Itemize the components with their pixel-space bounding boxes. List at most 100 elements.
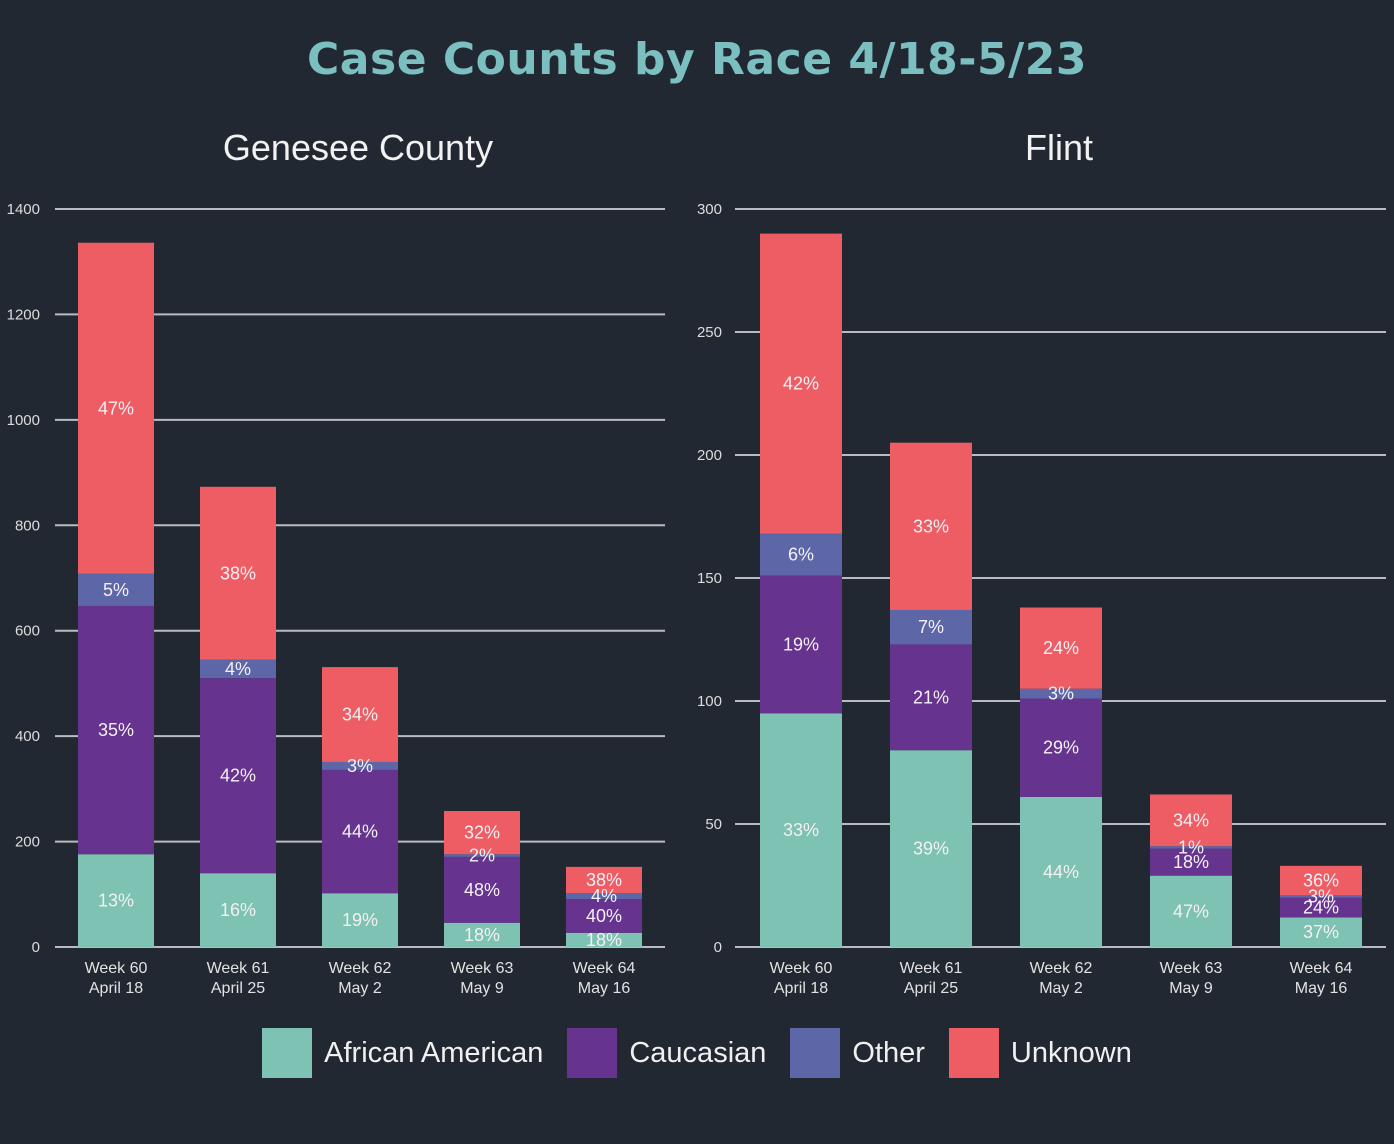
x-tick-label: April 18 <box>89 980 143 997</box>
bar-segment-other <box>200 659 276 679</box>
data-label-other: 3% <box>347 756 373 776</box>
bar-segment-unknown <box>760 233 842 534</box>
legend-label: Other <box>852 1036 925 1069</box>
chart-title: Flint <box>1025 127 1093 168</box>
x-tick-label: May 9 <box>1169 980 1213 997</box>
data-label-unknown: 38% <box>586 870 622 890</box>
data-label-unknown: 47% <box>98 398 134 418</box>
bar-segment-african-american <box>444 922 520 947</box>
data-label-caucasian: 42% <box>220 766 256 786</box>
bar-stack: 44% 29% 3% 24% <box>1020 607 1102 947</box>
bar-stack: 39% 21% 7% 33% <box>890 442 972 947</box>
bar-stack: 18% 40%4%38% <box>566 866 642 950</box>
data-label-african-american: 39% <box>913 839 949 859</box>
data-label-african-american: 16% <box>220 900 256 920</box>
bar-segment-caucasian <box>1280 897 1362 918</box>
y-tick-label: 0 <box>32 939 40 956</box>
y-tick-label: 1400 <box>7 201 40 218</box>
x-tick-label: Week 64 <box>1290 960 1353 977</box>
data-label-other: 7% <box>918 617 944 637</box>
data-label-unknown: 24% <box>1043 638 1079 658</box>
bar-segment-other <box>760 533 842 576</box>
data-label-caucasian: 21% <box>913 687 949 707</box>
data-label-african-american: 18% <box>464 925 500 945</box>
y-tick-label: 1000 <box>7 412 40 429</box>
bar-segment-unknown <box>200 486 276 660</box>
data-label-other: 3% <box>1308 887 1334 907</box>
chart-title: Genesee County <box>223 127 493 168</box>
bar-segment-african-american <box>78 854 154 947</box>
bar-stack: 33% 19% 6% 42% <box>760 233 842 947</box>
data-label-caucasian: 48% <box>464 880 500 900</box>
x-tick-label: Week 60 <box>770 960 833 977</box>
bar-stack: 18% 48% 2% 32% <box>444 810 520 947</box>
bar-segment-other <box>1150 846 1232 849</box>
data-label-unknown: 32% <box>464 823 500 843</box>
bar-segment-unknown <box>444 810 520 855</box>
y-tick-label: 0 <box>714 939 722 956</box>
y-tick-label: 1200 <box>7 306 40 323</box>
x-tick-label: May 9 <box>460 980 504 997</box>
bar-segment-african-american <box>322 893 398 947</box>
bar-segment-unknown <box>566 866 642 894</box>
bar-segment-unknown <box>78 242 154 574</box>
bar-segment-caucasian <box>444 856 520 923</box>
bar-segment-unknown <box>890 442 972 610</box>
bar-segment-caucasian <box>890 644 972 751</box>
x-tick-label: April 18 <box>774 980 828 997</box>
bar-stack: 47% 18%1% 34% <box>1150 794 1232 947</box>
x-tick-label: Week 64 <box>573 960 636 977</box>
bar-segment-other <box>322 761 398 770</box>
bar-segment-caucasian <box>200 678 276 874</box>
bar-segment-other <box>1280 895 1362 898</box>
legend-swatch-other <box>790 1028 841 1078</box>
chart-genesee-county: Genesee County 0 200 400 600 800 1000 1200 1400 1… <box>7 127 665 997</box>
x-tick-label: Week 61 <box>207 960 270 977</box>
legend-label: Unknown <box>1010 1036 1132 1069</box>
legend-item-african-american: African American <box>262 1028 543 1078</box>
bar-stack: 37% 24%3%36% <box>1280 865 1362 947</box>
y-tick-label: 100 <box>697 693 722 710</box>
legend-swatch-unknown <box>948 1028 999 1078</box>
bar-segment-unknown <box>1280 865 1362 896</box>
data-label-unknown: 34% <box>342 705 378 725</box>
bar-segment-african-american <box>890 750 972 947</box>
x-tick-label: May 2 <box>1039 980 1083 997</box>
x-tick-label: Week 61 <box>900 960 963 977</box>
y-tick-label: 400 <box>15 728 40 745</box>
legend-item-other: Other <box>790 1028 925 1078</box>
main-title: Case Counts by Race 4/18-5/23 <box>307 34 1087 85</box>
x-tick-label: April 25 <box>211 980 265 997</box>
x-tick-label: May 2 <box>338 980 382 997</box>
data-label-african-american: 19% <box>342 910 378 930</box>
y-tick-label: 800 <box>15 517 40 534</box>
bar-stack: 19% 44% 3% 34% <box>322 667 398 947</box>
y-tick-label: 50 <box>705 816 722 833</box>
bar-segment-african-american <box>1020 796 1102 947</box>
data-label-unknown: 38% <box>220 563 256 583</box>
data-label-unknown: 33% <box>913 516 949 536</box>
x-tick-label: Week 62 <box>1030 960 1093 977</box>
x-tick-label: April 25 <box>904 980 958 997</box>
x-tick-label: Week 62 <box>329 960 392 977</box>
bar-segment-other <box>444 854 520 857</box>
bar-segment-caucasian <box>322 769 398 894</box>
bar-segment-caucasian <box>566 899 642 933</box>
data-label-other: 6% <box>788 545 814 565</box>
legend: African American Caucasian Other Unknown <box>0 1028 1394 1078</box>
data-label-african-american: 18% <box>586 930 622 950</box>
legend-label: Caucasian <box>629 1036 767 1069</box>
y-tick-label: 150 <box>697 570 722 587</box>
legend-item-caucasian: Caucasian <box>567 1028 766 1078</box>
data-label-other: 4% <box>591 886 617 906</box>
bar-segment-caucasian <box>1150 848 1232 876</box>
bar-segment-unknown <box>322 667 398 762</box>
data-label-caucasian: 19% <box>783 634 819 654</box>
data-label-other: 3% <box>1048 684 1074 704</box>
x-tick-label: Week 63 <box>451 960 514 977</box>
data-label-caucasian: 24% <box>1303 898 1339 918</box>
data-label-african-american: 33% <box>783 820 819 840</box>
bar-segment-unknown <box>1150 794 1232 847</box>
x-tick-label: May 16 <box>578 980 631 997</box>
